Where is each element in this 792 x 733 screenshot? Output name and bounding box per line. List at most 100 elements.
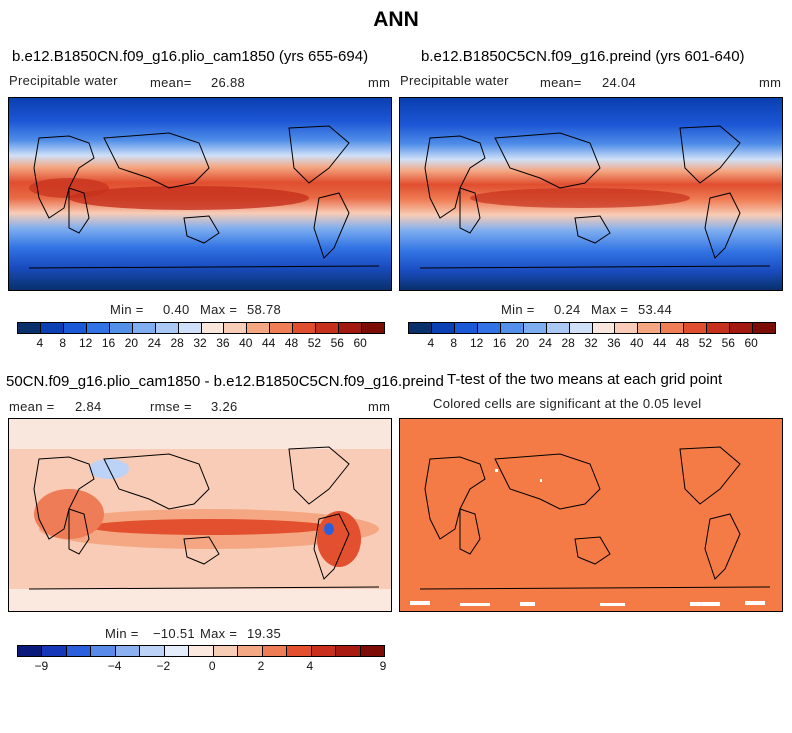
panel3-colorbar-swatch: [66, 646, 92, 656]
panel3-min-value: −10.51: [153, 626, 195, 641]
panel3-colorbar-swatch: [91, 646, 116, 656]
panel2-colorbar-tick-label: 4: [427, 336, 435, 350]
panel3-units: mm: [368, 399, 391, 414]
panel2-colorbar-swatch: [592, 323, 616, 333]
panel1-colorbar-swatch: [86, 323, 110, 333]
panel3-colorbar-swatch: [42, 646, 67, 656]
panel1-colorbar-swatch: [109, 323, 133, 333]
panel2-colorbar-swatch: [454, 323, 478, 333]
panel3-colorbar-swatch: [238, 646, 263, 656]
panel4-title: T-test of the two means at each grid poi…: [447, 371, 723, 388]
panel1-colorbar-swatch: [316, 323, 340, 333]
panel3-colorbar-swatch: [287, 646, 312, 656]
panel2-mean-value: 24.04: [602, 75, 637, 90]
panel3-colorbar-swatch: [164, 646, 190, 656]
panel1-colorbar-swatch: [270, 323, 294, 333]
panel3-map: [8, 418, 392, 612]
panel1-min-value: 0.40: [163, 302, 190, 317]
panel1-colorbar-tick-label: 52: [307, 336, 322, 350]
panel1-colorbar-tick-label: 20: [124, 336, 139, 350]
panel1-colorbar-tick-label: 44: [261, 336, 276, 350]
panel1-colorbar-swatch: [293, 323, 317, 333]
panel2-min-label: Min =: [501, 302, 535, 317]
panel1-colorbar-swatch: [362, 323, 384, 333]
panel1-colorbar-tick-label: 32: [193, 336, 207, 350]
panel1-colorbar-tick-label: 48: [284, 336, 299, 350]
panel1-units: mm: [368, 75, 391, 90]
panel2-colorbar-tick-label: 28: [561, 336, 575, 350]
panel1-colorbar-tick-label: 56: [330, 336, 344, 350]
panel2-colorbar-swatch: [730, 323, 754, 333]
panel3-colorbar-swatch: [360, 646, 385, 656]
panel3-colorbar-swatch: [213, 646, 239, 656]
panel2-colorbar-tick-label: 32: [584, 336, 598, 350]
panel1-colorbar-swatch: [201, 323, 225, 333]
panel3-max-value: 19.35: [247, 626, 282, 641]
panel3-mean-label: mean =: [9, 399, 55, 414]
panel3-colorbar-swatch: [262, 646, 288, 656]
panel2-colorbar-tick-label: 48: [675, 336, 690, 350]
panel2-colorbar-tick-label: 20: [515, 336, 530, 350]
panel3-min-label: Min =: [105, 626, 139, 641]
panel2-colorbar-tick-label: 12: [469, 336, 484, 350]
panel1-colorbar-swatch: [18, 323, 41, 333]
panel1-max-label: Max =: [200, 302, 238, 317]
panel1-colorbar-tick-label: 36: [216, 336, 230, 350]
panel1-colorbar-tick-label: 16: [101, 336, 116, 350]
panel1-colorbar-tick-label: 28: [170, 336, 184, 350]
panel1-colorbar-swatch: [224, 323, 248, 333]
panel3-colorbar-tick-label: 2: [257, 659, 265, 673]
panel1-colorbar-tick-label: 60: [353, 336, 367, 350]
panel2-colorbar-swatch: [546, 323, 570, 333]
panel3-rmse-label: rmse =: [150, 399, 192, 414]
panel3-colorbar-swatch: [311, 646, 337, 656]
panel2-colorbar-swatch: [477, 323, 501, 333]
panel1-colorbar-swatch: [178, 323, 202, 333]
panel2-colorbar-tick-label: 16: [492, 336, 507, 350]
panel2-colorbar-tick-label: 52: [698, 336, 713, 350]
panel3-colorbar-tick-label: 4: [306, 659, 314, 673]
panel3-colorbar-tick-label: 0: [208, 659, 216, 673]
panel2-colorbar-swatch: [409, 323, 432, 333]
panel3-colorbar-swatch: [115, 646, 141, 656]
panel3-mean-value: 2.84: [75, 399, 102, 414]
panel1-mean-label: mean=: [150, 75, 192, 90]
panel1-colorbar-swatch: [155, 323, 179, 333]
panel3-colorbar: [17, 645, 385, 657]
panel2-colorbar-swatch: [523, 323, 547, 333]
panel1-variable: Precipitable water: [9, 73, 118, 88]
panel3-colorbar-swatch: [336, 646, 361, 656]
panel1-colorbar-tick-label: 8: [59, 336, 67, 350]
panel2-mean-label: mean=: [540, 75, 582, 90]
panel1-colorbar: [17, 322, 385, 334]
panel2-colorbar-swatch: [638, 323, 662, 333]
panel2-colorbar-swatch: [707, 323, 731, 333]
panel2-colorbar-swatch: [431, 323, 455, 333]
panel4-map: [399, 418, 783, 612]
panel1-colorbar-tick-label: 24: [147, 336, 161, 350]
panel2-colorbar: [408, 322, 776, 334]
panel1-colorbar-tick-label: 12: [78, 336, 93, 350]
panel2-units: mm: [759, 75, 782, 90]
panel3-colorbar-tick-label: −2: [156, 659, 171, 673]
panel2-max-label: Max =: [591, 302, 629, 317]
panel2-colorbar-swatch: [569, 323, 593, 333]
panel2-map: [399, 97, 783, 291]
panel1-colorbar-tick-label: 40: [239, 336, 253, 350]
panel3-max-label: Max =: [200, 626, 238, 641]
panel1-colorbar-swatch: [339, 323, 363, 333]
panel3-colorbar-tick-label: −9: [34, 659, 49, 673]
panel3-title: 50CN.f09_g16.plio_cam1850 - b.e12.B1850C…: [6, 373, 444, 390]
panel2-colorbar-swatch: [661, 323, 685, 333]
panel2-title: b.e12.B1850C5CN.f09_g16.preind (yrs 601-…: [421, 48, 745, 65]
panel3-colorbar-tick-label: −4: [107, 659, 122, 673]
panel2-colorbar-tick-label: 44: [652, 336, 667, 350]
panel3-colorbar-swatch: [189, 646, 214, 656]
panel1-map: [8, 97, 392, 291]
panel2-max-value: 53.44: [638, 302, 673, 317]
panel2-colorbar-swatch: [500, 323, 524, 333]
panel1-colorbar-swatch: [63, 323, 87, 333]
panel4-subtitle: Colored cells are significant at the 0.0…: [433, 396, 702, 411]
figure-title: ANN: [373, 8, 419, 31]
panel1-colorbar-swatch: [247, 323, 271, 333]
